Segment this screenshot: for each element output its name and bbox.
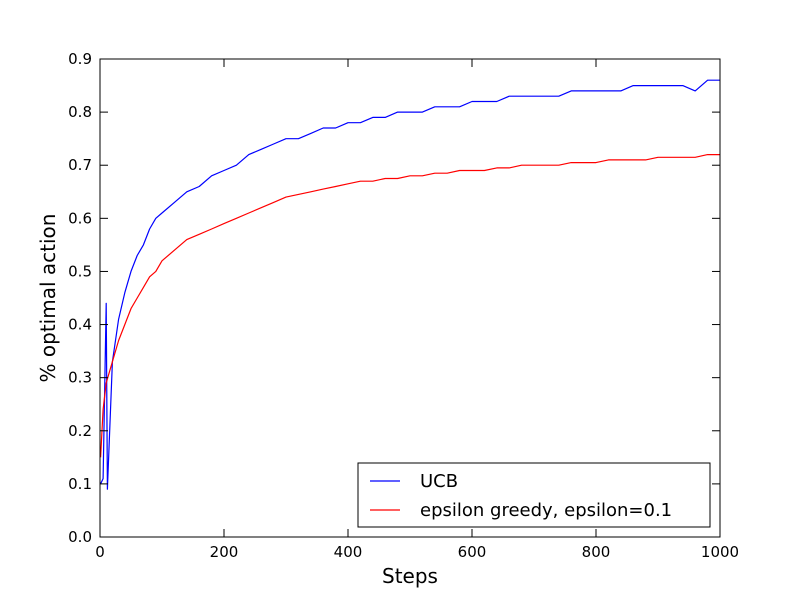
x-tick-label: 200 (210, 543, 239, 561)
x-tick-label: 600 (458, 543, 487, 561)
x-tick-label: 400 (334, 543, 363, 561)
y-tick-label: 0.1 (68, 475, 92, 493)
legend-box (357, 462, 711, 528)
x-tick-label: 1000 (701, 543, 739, 561)
x-axis-label: Steps (382, 564, 438, 588)
series-line-ucb (100, 79, 720, 490)
y-tick-label: 0.9 (68, 50, 92, 68)
y-tick-label: 0.4 (68, 316, 92, 334)
y-tick-label: 0.8 (68, 103, 92, 121)
y-tick-label: 0.6 (68, 209, 92, 227)
series-layer (100, 79, 720, 490)
y-tick-label: 0.7 (68, 156, 92, 174)
legend: UCB epsilon greedy, epsilon=0.1 (357, 462, 711, 528)
series-line-epsilon-greedy (100, 154, 720, 458)
y-tick-label: 0.3 (68, 369, 92, 387)
y-tick-label: 0.0 (68, 528, 92, 546)
x-tick-label: 0 (95, 543, 105, 561)
y-tick-label: 0.2 (68, 422, 92, 440)
x-tick-label: 800 (582, 543, 611, 561)
legend-label-epsilon-greedy: epsilon greedy, epsilon=0.1 (420, 500, 672, 521)
plot-frame (99, 58, 721, 538)
y-ticks: 0.0 0.1 0.2 0.3 0.4 0.5 0.6 0.7 0.8 0.9 (68, 50, 720, 546)
plot-area (100, 59, 720, 537)
x-ticks: 0 200 400 600 800 1000 (95, 59, 739, 561)
y-tick-label: 0.5 (68, 262, 92, 280)
y-axis-label: % optimal action (36, 214, 60, 383)
legend-label-ucb: UCB (420, 471, 458, 492)
